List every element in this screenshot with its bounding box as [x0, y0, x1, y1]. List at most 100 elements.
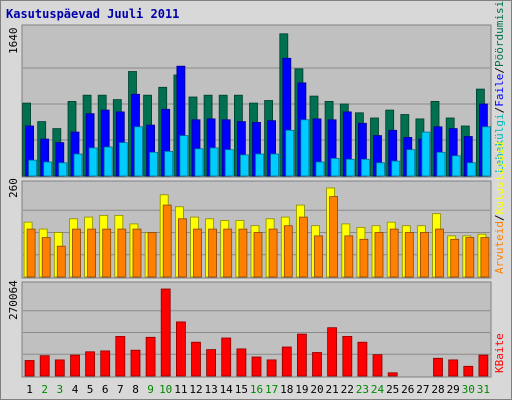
bar-lehekülgi-day-11 [179, 135, 189, 177]
bar-arvuteid-day-12 [193, 228, 202, 278]
bar-kbaite-day-11 [175, 321, 186, 377]
panel-bottom-legend: KBaite [493, 333, 506, 373]
tick-label-day-21: 21 [325, 383, 338, 396]
bar-kbaite-day-13 [206, 349, 217, 377]
tick-label-day-12: 12 [189, 383, 202, 396]
bar-arvuteid-day-23 [359, 238, 369, 278]
bar-arvuteid-day-17 [268, 228, 278, 278]
panel-top-legend: Lehekülgi/Faile/Pöördumisi [493, 1, 506, 173]
bar-arvuteid-day-2 [41, 237, 51, 278]
tick-label-day-11: 11 [174, 383, 187, 396]
panel-top-bars [22, 33, 491, 177]
bar-arvuteid-day-24 [374, 232, 384, 278]
legend-item: Arvuteid [493, 221, 506, 274]
bar-arvuteid-day-21 [329, 196, 339, 278]
bar-lehekülgi-day-17 [270, 153, 280, 177]
bar-arvuteid-day-6 [102, 228, 112, 278]
bar-kbaite-day-31 [478, 354, 489, 377]
bar-lehekülgi-day-3 [58, 162, 68, 177]
bar-arvuteid-day-14 [223, 228, 233, 278]
tick-label-day-23: 23 [356, 383, 369, 396]
tick-label-day-14: 14 [220, 383, 234, 396]
bar-kbaite-day-12 [191, 341, 201, 377]
tick-label-day-26: 26 [401, 383, 414, 396]
bar-arvuteid-day-28 [435, 228, 444, 278]
bar-lehekülgi-day-16 [255, 153, 264, 177]
bar-arvuteid-day-25 [389, 228, 399, 278]
bar-arvuteid-day-11 [177, 218, 187, 278]
bar-kbaite-day-20 [312, 352, 322, 377]
bar-kbaite-day-4 [70, 354, 80, 377]
tick-label-day-19: 19 [295, 383, 308, 396]
tick-label-day-22: 22 [341, 383, 354, 396]
bar-kbaite-day-18 [281, 346, 292, 377]
panel-top: 1640 Lehekülgi/Faile/Pöördumisi [7, 1, 506, 178]
bar-lehekülgi-day-14 [224, 149, 234, 177]
tick-label-day-27: 27 [416, 383, 429, 396]
panel-bottom: 270064 KBaite [7, 280, 506, 378]
legend-text-0: Lehekülgi/Faile/Pöördumisi [493, 1, 506, 173]
bar-lehekülgi-day-9 [149, 151, 159, 177]
bar-arvuteid-day-7 [117, 228, 127, 278]
legend-item: Pöördumisi [493, 1, 506, 67]
tick-label-day-25: 25 [386, 383, 399, 396]
bar-lehekülgi-day-30 [466, 162, 476, 177]
bar-kbaite-day-6 [100, 350, 111, 377]
legend-separator: / [493, 107, 506, 114]
bar-arvuteid-day-9 [147, 232, 157, 278]
bar-lehekülgi-day-2 [43, 161, 53, 177]
bar-lehekülgi-day-5 [88, 147, 98, 177]
x-axis-day-labels: 1 2 3 4 5 6 7 8 9 10 11 12 13 14 15 16 17 18 19 20 21 22 23 24 2… [26, 383, 490, 396]
tick-label-day-8: 8 [132, 383, 139, 396]
bar-lehekülgi-day-28 [436, 151, 446, 177]
tick-label-day-28: 28 [431, 383, 444, 396]
tick-label-day-20: 20 [310, 383, 323, 396]
bar-kbaite-day-21 [327, 327, 338, 377]
panel-bottom-bars [23, 288, 490, 377]
legend-text-1: Arvuteid/Külastajaid [493, 142, 506, 274]
bar-lehekülgi-day-1 [28, 159, 38, 177]
tick-label-day-2: 2 [41, 383, 48, 396]
bar-lehekülgi-day-22 [345, 158, 355, 177]
bar-lehekülgi-day-18 [285, 129, 295, 177]
bar-kbaite-day-7 [115, 335, 126, 377]
legend-separator: / [493, 214, 506, 221]
chart-title: Kasutuspäevad Juuli 2011 [6, 7, 179, 21]
bar-arvuteid-day-10 [162, 204, 172, 278]
bar-lehekülgi-day-23 [360, 158, 370, 177]
bar-arvuteid-day-31 [480, 237, 490, 278]
tick-label-day-4: 4 [72, 383, 79, 396]
legend-item: KBaite [493, 333, 506, 373]
tick-label-day-30: 30 [462, 383, 475, 396]
bar-kbaite-day-9 [145, 336, 156, 377]
bar-lehekülgi-day-4 [73, 153, 83, 177]
tick-label-day-24: 24 [371, 383, 385, 396]
bar-kbaite-day-17 [266, 359, 277, 377]
tick-label-day-9: 9 [147, 383, 154, 396]
tick-label-day-31: 31 [477, 383, 490, 396]
bar-arvuteid-day-27 [419, 232, 429, 278]
bar-lehekülgi-day-7 [118, 142, 128, 177]
panel-middle: 260 Arvuteid/Külastajaid [7, 142, 506, 279]
tick-label-day-6: 6 [102, 383, 109, 396]
tick-label-day-29: 29 [447, 383, 460, 396]
bar-lehekülgi-day-24 [376, 162, 385, 177]
bar-lehekülgi-day-6 [103, 146, 113, 177]
bar-arvuteid-day-4 [72, 228, 81, 278]
bar-lehekülgi-day-13 [209, 147, 219, 177]
bar-lehekülgi-day-10 [164, 150, 174, 177]
legend-text-2: KBaite [493, 333, 506, 373]
bar-kbaite-day-16 [251, 356, 262, 377]
legend-separator: / [493, 67, 506, 74]
bar-kbaite-day-19 [296, 333, 307, 377]
tick-label-day-18: 18 [280, 383, 293, 396]
bar-arvuteid-day-18 [283, 225, 293, 278]
bar-arvuteid-day-1 [26, 228, 36, 278]
bar-lehekülgi-day-15 [239, 154, 249, 177]
tick-label-day-3: 3 [56, 383, 63, 396]
panel-middle-legend: Arvuteid/Külastajaid [493, 142, 506, 274]
tick-label-day-16: 16 [250, 383, 263, 396]
bar-arvuteid-day-13 [208, 228, 218, 278]
bar-kbaite-day-25 [387, 372, 398, 377]
